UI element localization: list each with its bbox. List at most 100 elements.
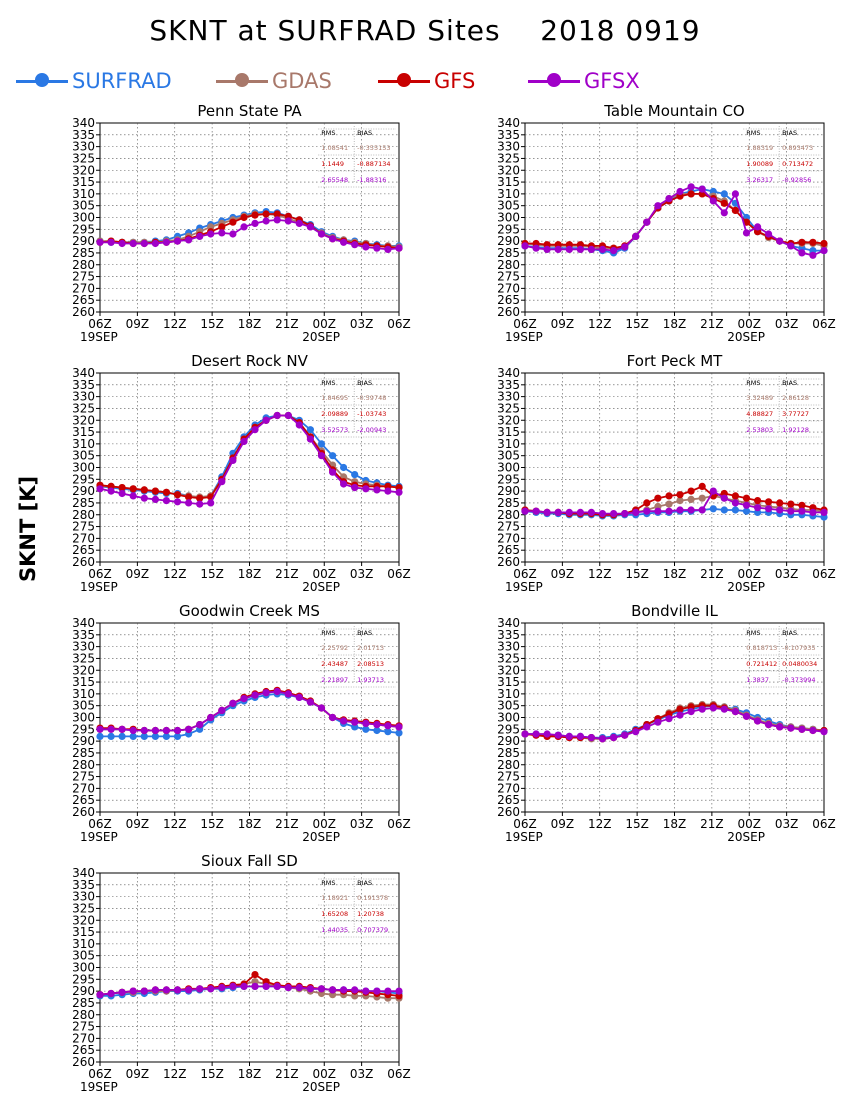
series-point (351, 484, 359, 492)
x-tick-label: 06Z (88, 317, 112, 331)
y-tick-label: 340 (497, 366, 520, 380)
x-tick-label: 12Z (163, 317, 187, 331)
series-point (765, 505, 773, 513)
stats-rms-value: 4.88827 (746, 410, 773, 418)
series-point (665, 507, 673, 515)
panel-goodwin-creek: Goodwin Creek MS 260265270275280285290295… (72, 602, 411, 844)
x-tick-label: 12Z (163, 567, 187, 581)
series-point (676, 711, 684, 719)
stats-rms-value: 2.09889 (321, 410, 348, 418)
x-tick-label: 12Z (163, 1067, 187, 1081)
y-tick-label: 315 (72, 425, 95, 439)
y-tick-label: 300 (497, 461, 520, 475)
y-tick-label: 340 (72, 116, 95, 130)
y-tick-label: 320 (497, 413, 520, 427)
y-tick-label: 270 (72, 1031, 95, 1045)
series-point (173, 237, 182, 245)
x-tick-label: 03Z (775, 317, 799, 331)
stats-bias-value: 1.93713 (357, 676, 384, 684)
y-tick-label: 290 (497, 234, 520, 248)
series-point (107, 725, 115, 733)
series-point (351, 241, 359, 249)
x-tick-label: 21Z (700, 567, 724, 581)
x-tick-label: 03Z (350, 567, 374, 581)
y-tick-label: 275 (497, 770, 520, 784)
series-point (329, 713, 337, 722)
panel-fort-peck: Fort Peck MT2602652702752802852902953003… (497, 352, 836, 594)
series-point (798, 249, 806, 257)
series-point (820, 508, 828, 516)
series-point (776, 237, 784, 245)
series-point (787, 507, 795, 515)
series-line (99, 414, 400, 500)
series-point (676, 187, 684, 196)
y-tick-label: 310 (497, 187, 520, 201)
series-point (96, 732, 104, 740)
series-point (676, 497, 684, 505)
panel-title: Goodwin Creek MS (179, 602, 320, 620)
y-tick-label: 315 (72, 925, 95, 939)
series-point (621, 510, 629, 518)
series-point (632, 508, 640, 516)
y-tick-label: 330 (497, 140, 520, 154)
series-point (340, 480, 348, 488)
series-point (129, 485, 137, 493)
series-point (373, 244, 381, 252)
series-gfsx (96, 687, 403, 735)
series-point (340, 463, 348, 472)
stats-rms-value: 1.08541 (321, 144, 348, 152)
y-tick-label: 315 (72, 675, 95, 689)
x-tick-label: 12Z (163, 817, 187, 831)
series-line (99, 414, 400, 506)
series-gfsx (96, 411, 403, 508)
y-tick-label: 305 (72, 449, 95, 463)
stats-bias-value: 0.713472 (782, 160, 813, 168)
series-point (129, 239, 137, 248)
series-point (118, 239, 126, 248)
x-tick-label: 06Z (88, 817, 112, 831)
series-point (698, 185, 706, 193)
y-tick-label: 285 (72, 746, 95, 760)
x-date-label: 19SEP (80, 580, 118, 594)
stats-rms-value: 2.43487 (321, 660, 348, 668)
x-tick-label: 06Z (88, 1067, 112, 1081)
y-tick-label: 270 (72, 531, 95, 545)
series-point (384, 487, 392, 495)
y-tick-label: 265 (72, 793, 95, 807)
series-point (798, 501, 806, 509)
stats-rms-value: 1.3837 (746, 676, 769, 684)
legend-swatch-marker (235, 73, 249, 87)
stats-rms-value: 2.53803 (746, 426, 773, 434)
stats-bias-value: 0.0480034 (782, 660, 817, 668)
series-point (621, 731, 629, 739)
x-tick-label: 03Z (350, 317, 374, 331)
series-point (665, 492, 673, 500)
y-tick-label: 310 (72, 937, 95, 951)
series-point (251, 426, 259, 434)
y-tick-label: 295 (72, 722, 95, 736)
series-point (676, 506, 684, 514)
x-tick-label: 18Z (238, 1067, 262, 1081)
y-tick-label: 260 (72, 1055, 95, 1069)
series-point (395, 987, 403, 995)
series-point (262, 982, 270, 990)
series-point (262, 210, 270, 218)
y-tick-label: 330 (497, 390, 520, 404)
series-point (565, 732, 573, 740)
x-tick-label: 06Z (513, 817, 537, 831)
series-point (809, 508, 817, 516)
series-point (96, 725, 104, 733)
y-tick-label: 275 (497, 270, 520, 284)
series-point (554, 508, 562, 516)
stats-bias-value: 2.01713 (357, 644, 384, 652)
x-date-label: 19SEP (80, 1080, 118, 1094)
series-point (720, 506, 728, 514)
stats-rms-value: 1.90089 (746, 160, 773, 168)
y-tick-label: 305 (497, 449, 520, 463)
panel-penn-state: Penn State PA 260265270275280285290295300… (72, 102, 411, 344)
y-tick-label: 320 (72, 913, 95, 927)
legend-swatch-marker (397, 73, 411, 87)
series-point (809, 238, 817, 246)
series-point (306, 985, 314, 993)
x-tick-label: 15Z (200, 317, 224, 331)
